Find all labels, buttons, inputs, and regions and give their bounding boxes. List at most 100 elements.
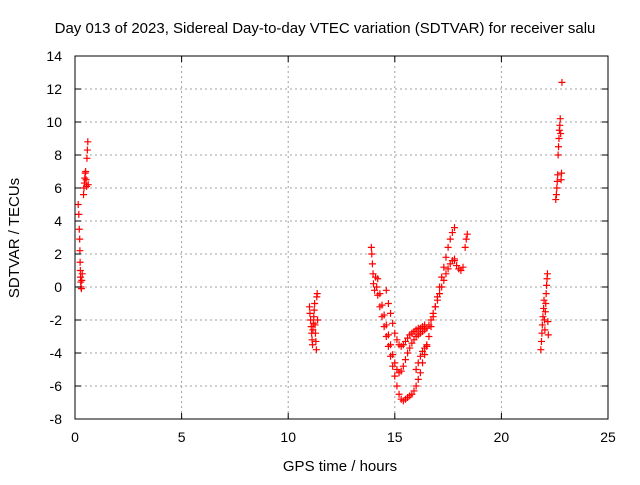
data-point bbox=[382, 321, 390, 329]
data-point bbox=[557, 130, 565, 138]
data-point bbox=[553, 184, 561, 192]
data-point bbox=[540, 304, 548, 312]
data-point bbox=[544, 331, 552, 339]
y-tick-label: 2 bbox=[54, 246, 62, 262]
data-point bbox=[311, 300, 319, 307]
data-point bbox=[444, 243, 452, 251]
data-point bbox=[410, 387, 418, 395]
data-point bbox=[309, 341, 317, 349]
data-point bbox=[391, 329, 399, 337]
y-tick-label: -6 bbox=[50, 378, 63, 394]
data-point bbox=[401, 356, 409, 364]
data-point bbox=[389, 319, 397, 327]
data-point bbox=[406, 344, 414, 352]
data-point bbox=[440, 263, 448, 271]
data-point bbox=[78, 276, 86, 284]
data-point bbox=[450, 224, 458, 232]
data-point bbox=[393, 336, 401, 344]
data-point bbox=[555, 143, 563, 151]
data-point bbox=[540, 296, 548, 304]
data-point bbox=[557, 176, 565, 184]
data-point bbox=[544, 318, 552, 326]
data-point bbox=[380, 311, 388, 319]
y-axis-label: SDTVAR / TECUs bbox=[6, 178, 23, 298]
data-point bbox=[414, 375, 422, 383]
data-point bbox=[425, 333, 433, 340]
data-point bbox=[446, 235, 454, 243]
data-point bbox=[376, 290, 384, 298]
data-point bbox=[384, 331, 392, 339]
x-tick-label: 0 bbox=[71, 429, 79, 445]
data-point bbox=[75, 210, 83, 218]
data-point bbox=[462, 235, 470, 243]
y-tick-label: 8 bbox=[54, 147, 62, 163]
y-tick-label: 12 bbox=[46, 81, 62, 97]
y-tick-label: -2 bbox=[50, 312, 63, 328]
data-point bbox=[543, 281, 551, 289]
data-point bbox=[391, 359, 399, 367]
data-point bbox=[542, 300, 550, 307]
data-point bbox=[539, 313, 547, 321]
data-point bbox=[421, 321, 429, 329]
data-point bbox=[368, 250, 376, 258]
data-point bbox=[412, 382, 420, 390]
data-point bbox=[373, 283, 381, 291]
y-tick-label: 6 bbox=[54, 180, 62, 196]
data-point bbox=[389, 351, 397, 359]
grid-lines bbox=[75, 56, 608, 419]
data-point bbox=[74, 201, 82, 208]
data-point bbox=[552, 196, 560, 204]
data-point bbox=[84, 181, 92, 189]
data-point bbox=[387, 309, 395, 317]
y-tick-label: 14 bbox=[46, 48, 62, 64]
data-point bbox=[461, 243, 469, 251]
data-point bbox=[75, 225, 83, 233]
data-point bbox=[537, 346, 545, 354]
data-point bbox=[312, 337, 320, 345]
data-point bbox=[391, 372, 399, 380]
data-point bbox=[311, 329, 319, 337]
y-tick-label: 0 bbox=[54, 279, 62, 295]
x-tick-label: 25 bbox=[600, 429, 616, 445]
data-point bbox=[412, 366, 420, 373]
y-tick-label: -4 bbox=[50, 345, 63, 361]
data-point bbox=[416, 369, 424, 377]
data-point bbox=[436, 290, 444, 298]
data-point bbox=[82, 176, 90, 184]
data-point bbox=[463, 230, 471, 238]
data-point bbox=[553, 177, 561, 185]
data-point bbox=[83, 146, 91, 154]
data-point bbox=[314, 316, 322, 324]
data-point bbox=[540, 316, 548, 324]
data-point bbox=[444, 265, 452, 273]
data-point bbox=[558, 78, 566, 86]
data-point bbox=[78, 270, 86, 278]
data-point bbox=[387, 341, 395, 349]
data-point bbox=[83, 154, 91, 162]
data-point bbox=[433, 296, 441, 304]
data-point bbox=[554, 151, 562, 159]
data-point bbox=[367, 243, 375, 251]
data-point bbox=[378, 301, 386, 309]
data-points bbox=[74, 78, 566, 405]
data-point bbox=[395, 390, 403, 398]
data-point bbox=[429, 309, 437, 317]
data-point bbox=[556, 121, 564, 129]
data-point bbox=[399, 362, 407, 370]
data-point bbox=[558, 169, 566, 177]
data-point bbox=[431, 303, 439, 311]
data-point bbox=[541, 308, 549, 316]
data-point bbox=[459, 263, 467, 271]
data-point bbox=[76, 235, 84, 243]
data-point bbox=[382, 286, 390, 294]
x-tick-label: 10 bbox=[280, 429, 296, 445]
x-axis-label: GPS time / hours bbox=[283, 458, 397, 475]
data-point bbox=[538, 329, 546, 337]
data-point bbox=[397, 367, 405, 375]
data-point bbox=[368, 260, 376, 268]
data-point bbox=[427, 316, 435, 324]
data-point bbox=[442, 270, 450, 278]
data-point bbox=[306, 303, 314, 311]
